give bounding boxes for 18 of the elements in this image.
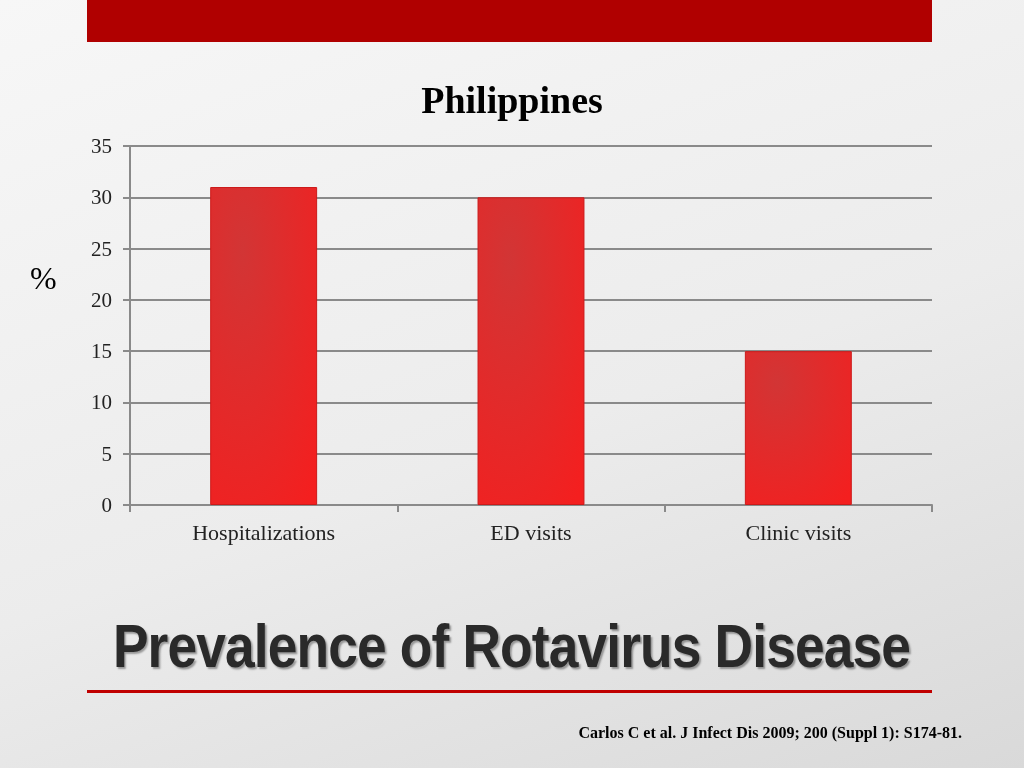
y-tick-label: 35	[91, 134, 112, 158]
chart-title: Philippines	[421, 79, 603, 121]
bar	[744, 351, 852, 505]
y-tick-label: 20	[91, 287, 112, 312]
y-tick-label: 30	[91, 185, 112, 210]
y-tick-label: 15	[91, 339, 112, 364]
bar	[210, 187, 318, 505]
text: Prevalence of Rotavirus Disease	[113, 610, 911, 682]
y-tick-label: 25	[91, 236, 112, 261]
y-tick-label: 0	[101, 493, 112, 517]
y-tick-label: 10	[91, 390, 112, 415]
y-axis-title: %	[30, 260, 57, 296]
text: Carlos C et al. J Infect Dis 2009; 200 (Suppl 1): S174-81.	[578, 724, 962, 742]
x-tick-label: Clinic visits	[745, 519, 852, 545]
x-tick-label: ED visits	[490, 519, 572, 545]
bar	[477, 197, 585, 505]
x-tick-label: Hospitalizations	[192, 519, 336, 545]
y-tick-label: 5	[101, 441, 112, 466]
